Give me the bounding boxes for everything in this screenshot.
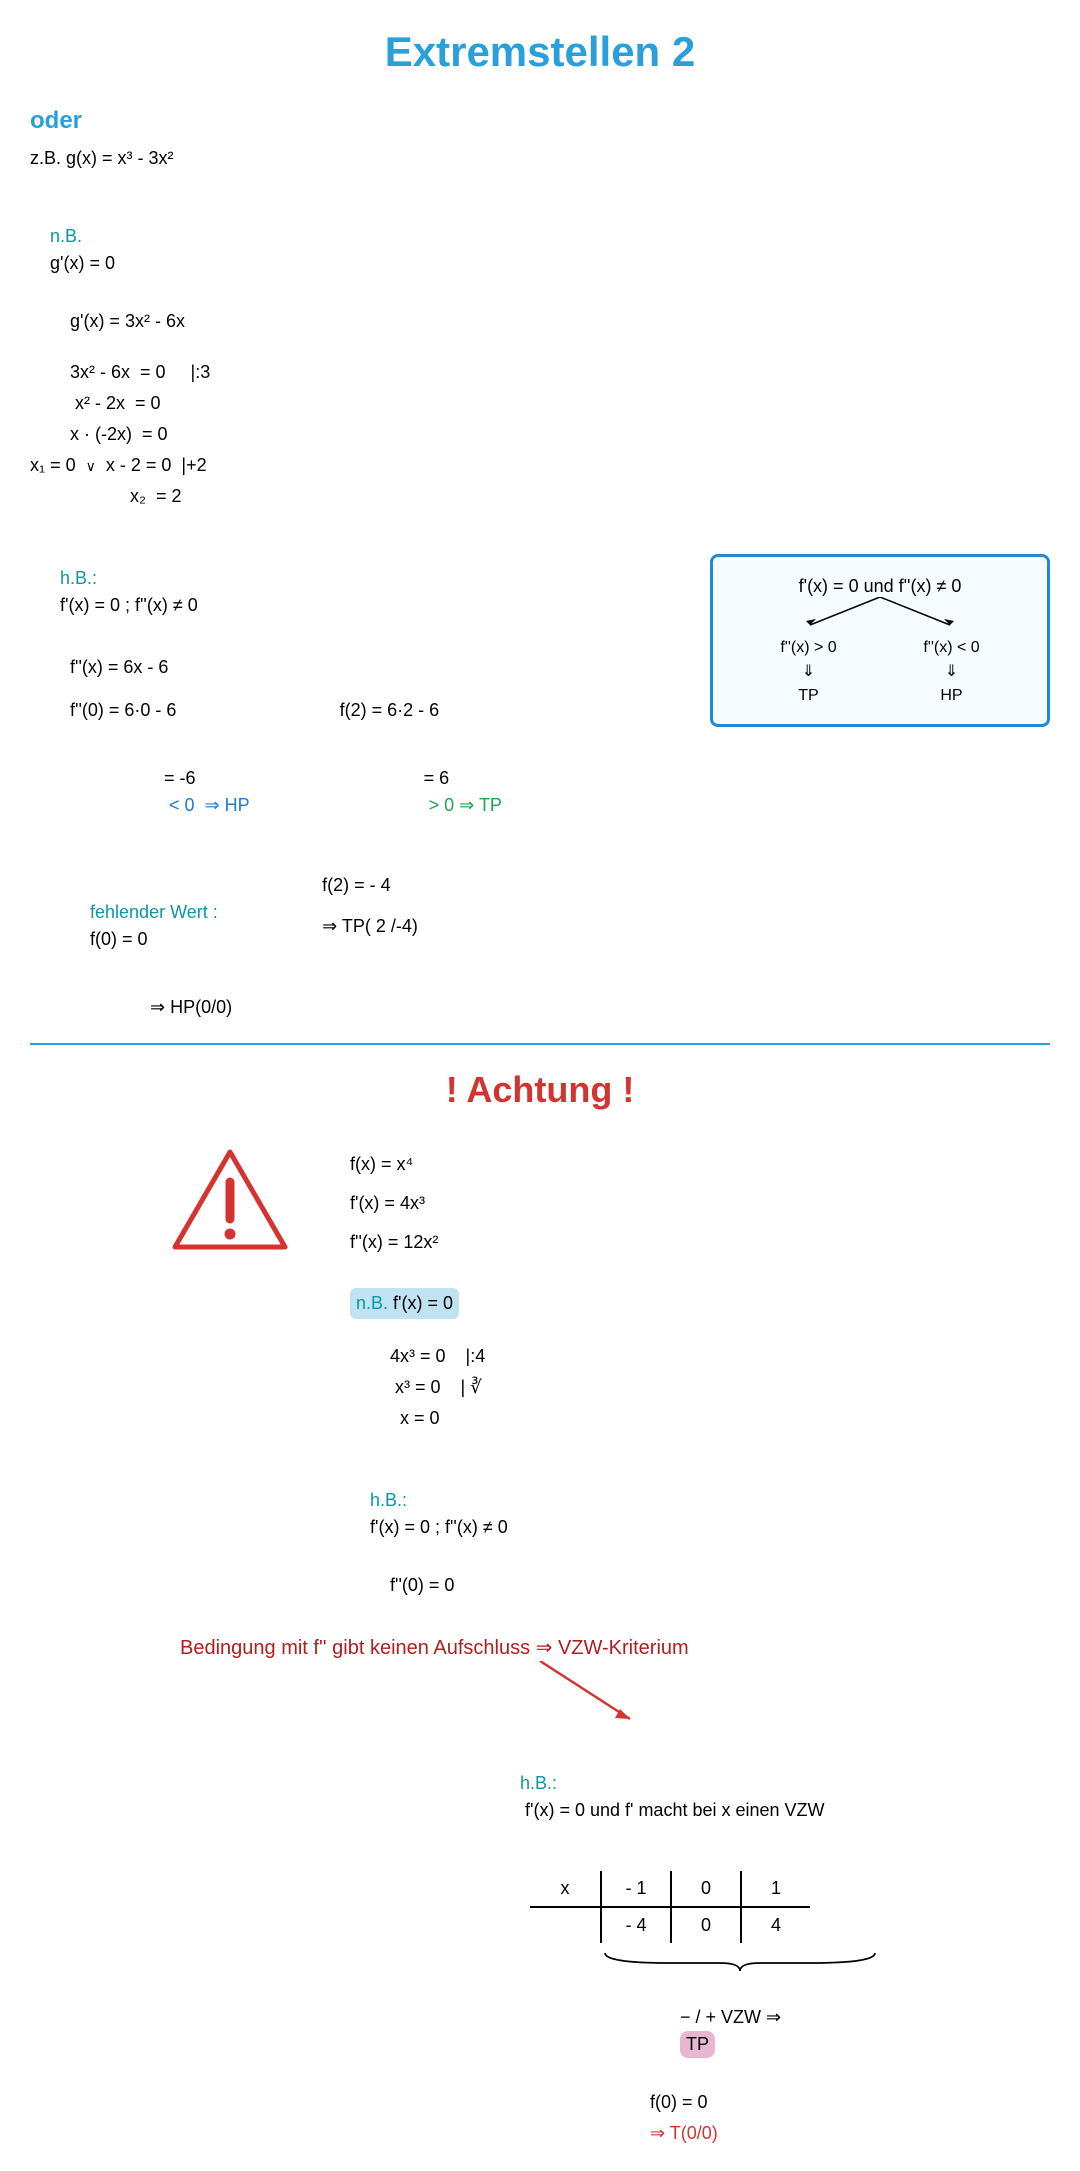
vzw-text: − / + VZW ⇒ [680, 2007, 786, 2027]
missing-row: fehlender Wert : f(0) = 0 [30, 872, 232, 980]
miss-c1-l1: f(0) = 0 [90, 929, 148, 949]
calc-branch: x - 2 = 0 |+2 [106, 452, 207, 479]
box-right: f''(x) < 0 ⇓ HP [923, 636, 979, 708]
page-title: Extremstellen 2 [30, 20, 1050, 83]
hb-deriv2: f''(x) = 6x - 6 [70, 654, 670, 681]
arrow-down-icon: ⇓ [780, 660, 836, 684]
table-cell [530, 1908, 600, 1943]
hb-cond: f'(x) = 0 ; f''(x) ≠ 0 [60, 595, 198, 615]
s2-nb-label-prefix: n.B. [356, 1293, 388, 1313]
box-top: f'(x) = 0 und f''(x) ≠ 0 [737, 573, 1023, 600]
s2-nb-rest: f'(x) = 0 [393, 1293, 453, 1313]
tp-pill: TP [680, 2031, 715, 2058]
nb-eq2: g'(x) = 3x² - 6x [70, 308, 1050, 335]
calc-line: x · (-2x) = 0 [70, 421, 1050, 448]
box-right-res: HP [923, 684, 979, 708]
vzw-result: − / + VZW ⇒ TP [650, 1977, 1050, 2085]
s2-hb-label: h.B.: [370, 1490, 407, 1510]
s2-eq3: f''(x) = 12x² [350, 1229, 438, 1256]
sign-table: x - 1 0 1 - 4 0 4 [530, 1871, 810, 1943]
s2-calc: x³ = 0 | ∛ [390, 1374, 1050, 1401]
s2-hb-val: f''(0) = 0 [390, 1572, 1050, 1599]
nb-line: n.B. g'(x) = 0 [30, 196, 1050, 304]
nb-highlight: n.B. f'(x) = 0 [350, 1288, 459, 1319]
section-divider [30, 1043, 1050, 1045]
box-left-res: TP [780, 684, 836, 708]
table-cell: 0 [670, 1908, 740, 1943]
arrow-down-right-icon [460, 1661, 960, 1731]
calc-line: 3x² - 6x = 0 |:3 [70, 359, 1050, 386]
oder-heading: oder [30, 103, 1050, 139]
example-def: z.B. g(x) = x³ - 3x² [30, 145, 1050, 172]
hb-c2-l2: = 6 > 0 ⇒ TP [374, 738, 502, 846]
hb-c1-l1: f''(0) = 6·0 - 6 [70, 697, 250, 724]
nb-label: n.B. [50, 226, 82, 246]
table-header-cell: 0 [670, 1871, 740, 1908]
calc-line: x² - 2x = 0 [70, 390, 1050, 417]
miss-c2-l1: f(2) = - 4 [322, 872, 418, 899]
hb-c1-l2: = -6 < 0 ⇒ HP [114, 738, 250, 846]
miss-c2-l2: ⇒ TP( 2 /-4) [322, 913, 418, 940]
box-right-cond: f''(x) < 0 [923, 636, 979, 660]
rule-box: f'(x) = 0 und f''(x) ≠ 0 f''(x) > 0 ⇓ TP… [710, 554, 1050, 727]
underbrace-icon [600, 1951, 880, 1973]
s2-hb2: h.B.: f'(x) = 0 und f' macht bei x einen… [500, 1743, 1050, 1851]
miss-c1-l2: ⇒ HP(0/0) [150, 994, 232, 1021]
s2-eq1: f(x) = x⁴ [350, 1151, 438, 1178]
hb-c2-l1: f(2) = 6·2 - 6 [340, 697, 502, 724]
hb-line: h.B.: f'(x) = 0 ; f''(x) ≠ 0 [30, 538, 670, 646]
s2-res2: ⇒ T(0/0) [650, 2120, 1050, 2147]
or-symbol: ∨ [86, 456, 96, 477]
table-cell: - 4 [600, 1908, 670, 1943]
arrow-down-icon: ⇓ [923, 660, 979, 684]
box-left-cond: f''(x) > 0 [780, 636, 836, 660]
calc-x2: x₂ = 2 [130, 483, 1050, 510]
table-header-cell: 1 [740, 1871, 810, 1908]
table-header-cell: - 1 [600, 1871, 670, 1908]
s2-res1: f(0) = 0 [650, 2089, 1050, 2116]
hb-label: h.B.: [60, 568, 97, 588]
s2-hb-cond: f'(x) = 0 ; f''(x) ≠ 0 [370, 1517, 508, 1537]
s2-hb: h.B.: f'(x) = 0 ; f''(x) ≠ 0 [350, 1460, 1050, 1568]
s2-eq2: f'(x) = 4x³ [350, 1190, 438, 1217]
s2-calc: x = 0 [390, 1405, 1050, 1432]
pos-val: = 6 [424, 768, 450, 788]
neg-result: < 0 ⇒ HP [164, 795, 250, 815]
hb2-prefix: h.B.: [520, 1773, 557, 1793]
calc-split: x₁ = 0 ∨ x - 2 = 0 |+2 [30, 452, 1050, 479]
s2-calc: 4x³ = 0 |:4 [390, 1343, 1050, 1370]
missing-label: fehlender Wert : [90, 902, 218, 922]
pos-result: > 0 ⇒ TP [424, 795, 502, 815]
box-left: f''(x) > 0 ⇓ TP [780, 636, 836, 708]
table-cell: 4 [740, 1908, 810, 1943]
neg-val: = -6 [164, 768, 196, 788]
table-header-cell: x [530, 1871, 600, 1908]
nb-eq1: g'(x) = 0 [50, 253, 115, 273]
warning-triangle-icon [170, 1147, 290, 1257]
hb2-text: f'(x) = 0 und f' macht bei x einen VZW [520, 1800, 825, 1820]
vzw-warning-text: Bedingung mit f'' gibt keinen Aufschluss… [180, 1633, 1050, 1663]
achtung-heading: ! Achtung ! [30, 1063, 1050, 1117]
calc-x1: x₁ = 0 [30, 452, 76, 479]
